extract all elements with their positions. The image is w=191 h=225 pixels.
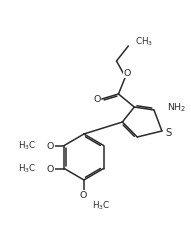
Text: H$_3$C: H$_3$C [92,199,110,211]
Text: O: O [93,95,100,104]
Text: NH$_2$: NH$_2$ [167,101,186,114]
Text: CH$_3$: CH$_3$ [135,36,153,48]
Text: O: O [124,69,131,78]
Text: O: O [47,141,54,150]
Text: S: S [166,127,172,137]
Text: H$_3$C: H$_3$C [18,162,37,174]
Text: O: O [79,191,87,200]
Text: H$_3$C: H$_3$C [18,139,37,151]
Text: O: O [47,164,54,173]
